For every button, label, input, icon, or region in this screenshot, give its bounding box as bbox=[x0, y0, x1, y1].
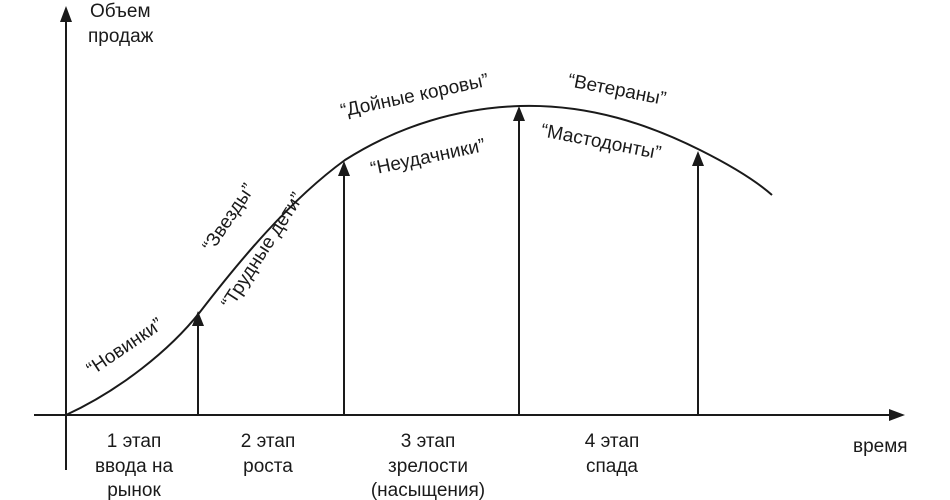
stage-boundary-arrowhead-1 bbox=[192, 311, 204, 326]
label-zvezdy: “Звезды” bbox=[199, 180, 260, 256]
stage-1-line-1: 1 этап bbox=[107, 431, 161, 452]
stage-3-line-3: (насыщения) bbox=[371, 480, 485, 500]
stage-1-line-3: рынок bbox=[107, 480, 161, 500]
stage-4-line-2: спада bbox=[586, 456, 638, 477]
stage-4-label: 4 этап спада bbox=[585, 431, 639, 477]
stage-1-label: 1 этап ввода на рынок bbox=[95, 431, 174, 500]
stage-boundary-arrowhead-3 bbox=[513, 106, 525, 121]
sales-curve bbox=[65, 104, 773, 416]
y-axis-label-line1: Объем bbox=[90, 1, 151, 22]
stage-boundary-arrowhead-2 bbox=[338, 161, 350, 176]
y-axis-arrowhead bbox=[60, 6, 72, 22]
stage-3-line-1: 3 этап bbox=[401, 431, 455, 452]
y-axis-label-line2: продаж bbox=[88, 26, 154, 47]
label-neudachniki: “Неудачники” bbox=[369, 135, 488, 180]
stage-3-line-2: зрелости bbox=[388, 456, 468, 477]
x-axis-label: время bbox=[853, 436, 908, 457]
stage-2-line-2: роста bbox=[243, 456, 293, 477]
stage-2-label: 2 этап роста bbox=[241, 431, 295, 477]
label-doinye-korovy: “Дойные коровы” bbox=[339, 70, 491, 122]
stage-2-line-1: 2 этап bbox=[241, 431, 295, 452]
stage-3-label: 3 этап зрелости (насыщения) bbox=[371, 431, 485, 500]
stage-boundary-arrowhead-4 bbox=[692, 151, 704, 166]
label-novinki: “Новинки” bbox=[83, 314, 167, 380]
label-veterany: “Ветераны” bbox=[566, 70, 668, 110]
x-axis-arrowhead bbox=[889, 409, 905, 421]
stage-1-line-2: ввода на bbox=[95, 456, 174, 477]
stage-4-line-1: 4 этап bbox=[585, 431, 639, 452]
